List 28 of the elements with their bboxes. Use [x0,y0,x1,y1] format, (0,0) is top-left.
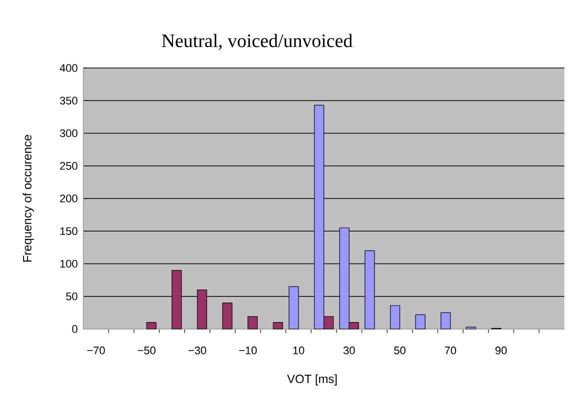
bar [222,302,232,330]
x-tick-label: 30 [343,346,355,354]
x-tick-label: 90 [495,346,507,354]
bar [390,305,400,330]
x-tick-label: 70 [444,346,456,354]
y-tick-label: 150 [60,227,78,236]
x-tick-label: −10 [239,346,257,354]
x-tick-label: 10 [293,346,304,354]
x-axis-title: VOT [ms] [287,374,337,386]
y-tick-label: 350 [60,96,78,105]
y-tick-label: 200 [60,194,78,202]
y-tick-label: 100 [60,260,78,268]
bar [440,312,451,330]
x-tick-label: −50 [138,346,156,354]
bar [146,322,156,330]
y-axis-title: Frequency of occurence [22,134,34,262]
bar [415,314,426,330]
y-tick-label: 0 [72,325,78,333]
x-tick-label: −30 [188,346,206,354]
y-tick-label: 50 [66,292,78,300]
y-tick-label: 300 [60,129,78,138]
x-tick-label: −70 [87,346,105,354]
y-tick-label: 400 [60,64,78,72]
y-tick-label: 250 [60,162,78,170]
bar [272,322,284,330]
chart-title: Neutral, voiced/unvoiced [162,34,352,50]
x-tick-label: 50 [394,346,406,354]
bar [248,316,258,330]
